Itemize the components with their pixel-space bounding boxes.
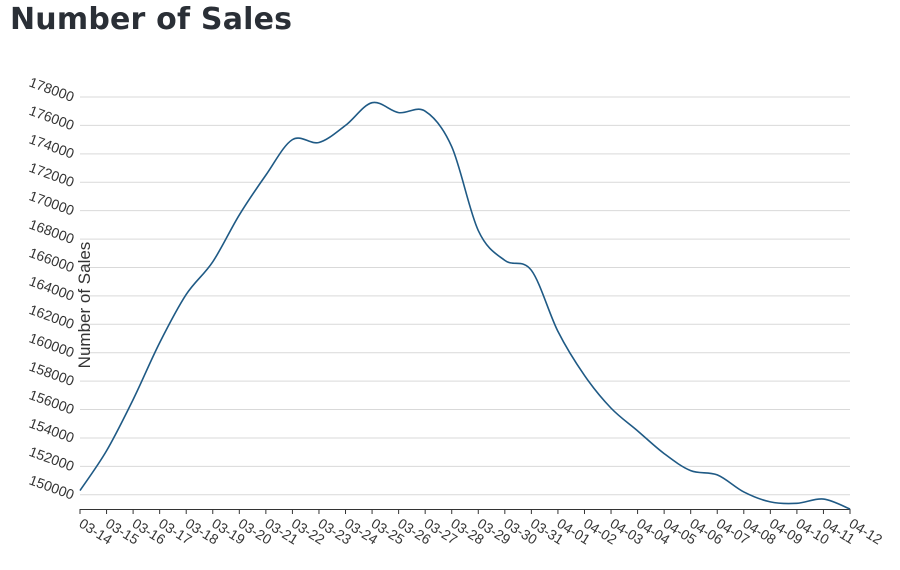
y-tick-label: 172000	[27, 159, 77, 190]
data-point	[290, 137, 295, 142]
y-tick-label: 160000	[27, 330, 77, 361]
y-tick-labels: 1500001520001540001560001580001600001620…	[27, 74, 77, 503]
y-tick-label: 152000	[27, 443, 77, 474]
gridlines	[80, 96, 850, 496]
data-point	[423, 109, 428, 114]
y-tick-label: 154000	[27, 415, 77, 446]
data-point	[662, 451, 667, 456]
series-line	[79, 101, 851, 510]
data-point	[237, 212, 242, 217]
chart-title: Number of Sales	[10, 2, 293, 37]
y-tick-label: 168000	[27, 216, 77, 247]
data-point	[370, 100, 375, 105]
data-point	[794, 501, 799, 506]
axes	[79, 509, 851, 514]
data-point	[396, 110, 401, 115]
data-point	[263, 173, 268, 178]
data-point	[210, 259, 215, 264]
data-point	[157, 340, 162, 345]
data-point	[529, 268, 534, 273]
data-point	[502, 258, 507, 263]
data-point	[184, 292, 189, 297]
data-point	[131, 397, 136, 402]
x-tick-label: 04-12	[846, 515, 885, 548]
data-point	[635, 428, 640, 433]
y-tick-label: 176000	[27, 102, 77, 133]
x-tick-labels: 03-1403-1503-1603-1703-1803-1903-2003-21…	[76, 515, 885, 548]
data-point	[449, 144, 454, 149]
data-point	[688, 468, 693, 473]
data-point	[768, 499, 773, 504]
y-tick-label: 158000	[27, 358, 77, 389]
y-tick-label: 156000	[27, 386, 77, 417]
data-point	[609, 406, 614, 411]
y-axis-label: Number of Sales	[75, 242, 94, 369]
data-point	[78, 488, 83, 493]
data-point	[104, 448, 109, 453]
y-tick-label: 164000	[27, 273, 77, 304]
y-tick-label: 150000	[27, 472, 77, 503]
data-point	[741, 489, 746, 494]
data-point	[343, 123, 348, 128]
data-point	[715, 472, 720, 477]
data-point	[476, 228, 481, 233]
data-point	[316, 140, 321, 145]
y-tick-label: 162000	[27, 301, 77, 332]
data-point	[582, 373, 587, 378]
data-point	[848, 507, 853, 512]
y-tick-label: 170000	[27, 187, 77, 218]
y-tick-label: 174000	[27, 131, 77, 162]
data-point	[555, 329, 560, 334]
y-tick-label: 178000	[27, 74, 77, 105]
series-layer	[78, 100, 853, 512]
y-tick-label: 166000	[27, 244, 77, 275]
data-point	[821, 497, 826, 502]
